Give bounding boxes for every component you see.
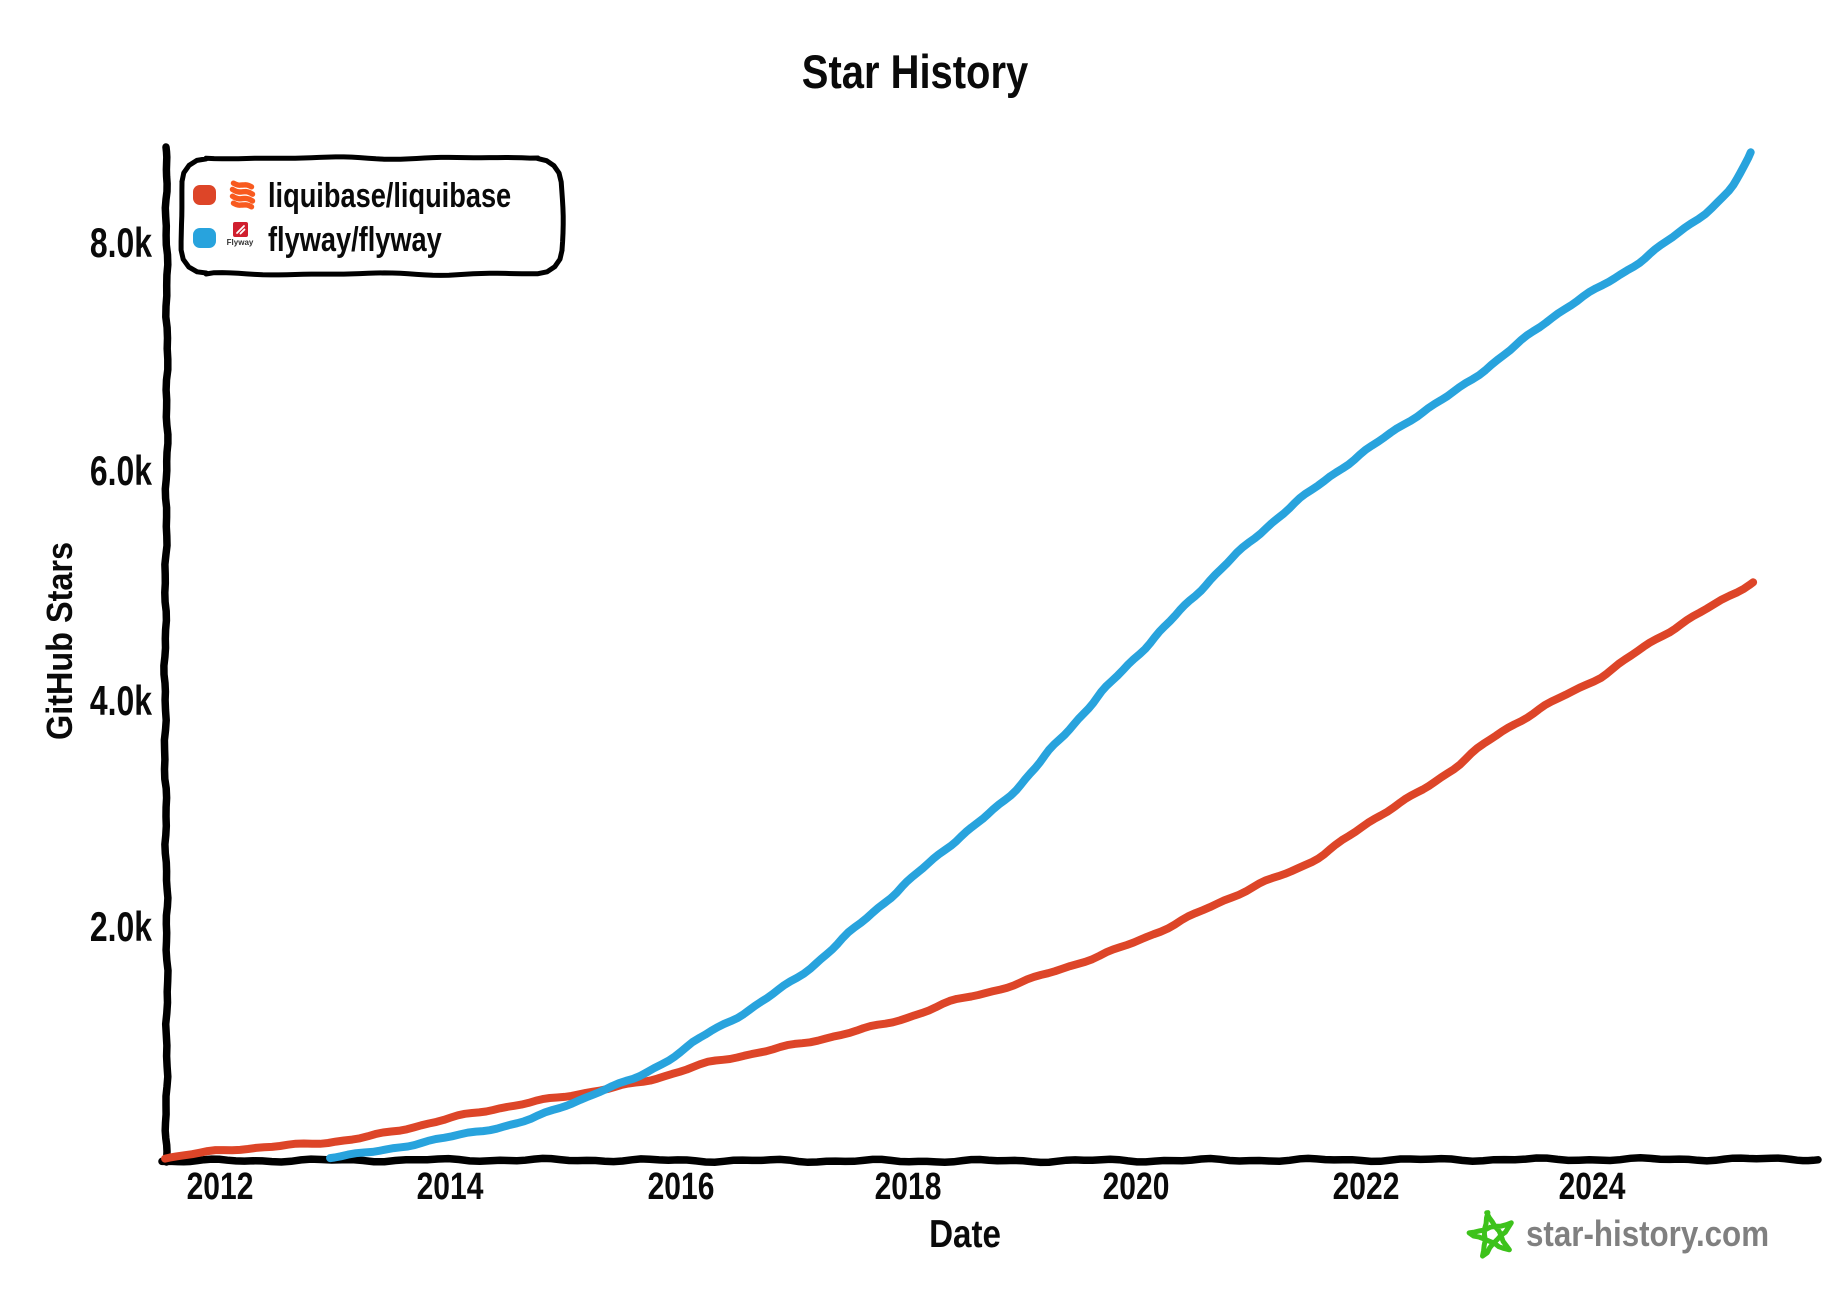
svg-text:Star History: Star History bbox=[802, 47, 1029, 99]
svg-text:2018: 2018 bbox=[875, 1166, 942, 1208]
svg-text:GitHub Stars: GitHub Stars bbox=[40, 542, 80, 740]
svg-text:6.0k: 6.0k bbox=[90, 447, 152, 494]
svg-text:2.0k: 2.0k bbox=[90, 903, 152, 950]
svg-text:2012: 2012 bbox=[187, 1166, 254, 1208]
svg-text:2016: 2016 bbox=[648, 1166, 715, 1208]
svg-text:2020: 2020 bbox=[1103, 1166, 1170, 1208]
svg-text:liquibase/liquibase: liquibase/liquibase bbox=[268, 176, 511, 215]
svg-text:8.0k: 8.0k bbox=[90, 219, 152, 266]
svg-text:star-history.com: star-history.com bbox=[1526, 1214, 1769, 1255]
svg-text:2024: 2024 bbox=[1559, 1166, 1626, 1208]
svg-text:Flyway: Flyway bbox=[227, 238, 254, 247]
svg-text:Date: Date bbox=[929, 1211, 1001, 1255]
svg-text:4.0k: 4.0k bbox=[90, 677, 152, 724]
svg-text:2022: 2022 bbox=[1333, 1166, 1400, 1208]
svg-text:2014: 2014 bbox=[417, 1166, 484, 1208]
svg-text:flyway/flyway: flyway/flyway bbox=[268, 220, 442, 259]
